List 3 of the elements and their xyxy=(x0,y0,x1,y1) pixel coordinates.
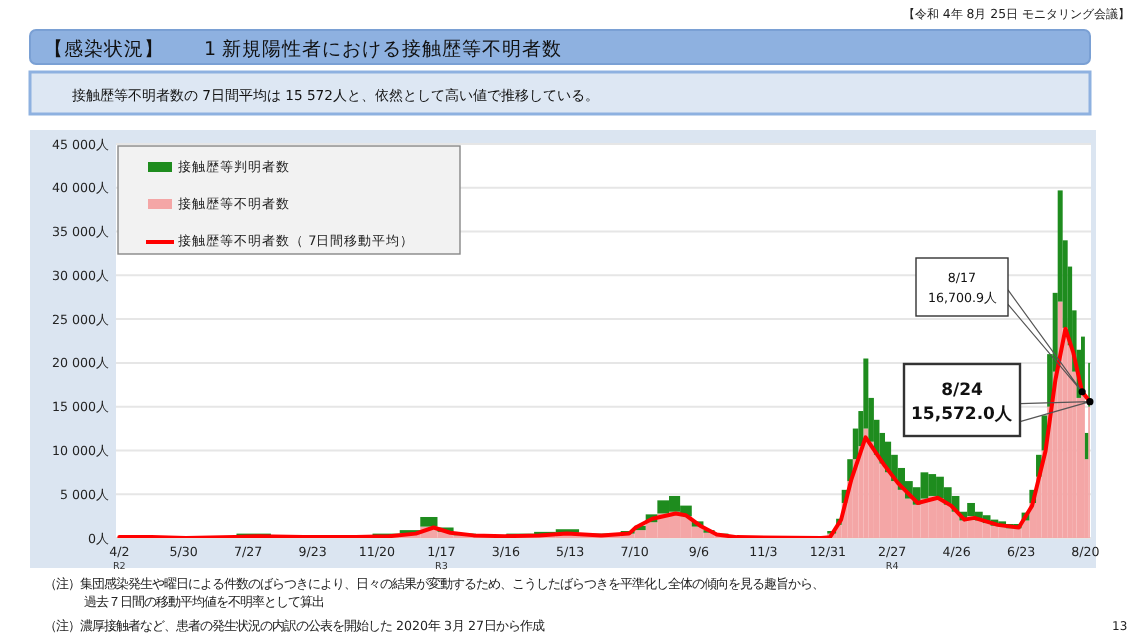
title: 【感染状況】 1 新規陽性者における接触歴等不明者数 xyxy=(29,29,1091,65)
annotation: 8/24 15,572.0人 xyxy=(911,380,1015,425)
chart-title: 【感染状況】 1 新規陽性者における接触歴等不明者数 xyxy=(44,37,563,61)
